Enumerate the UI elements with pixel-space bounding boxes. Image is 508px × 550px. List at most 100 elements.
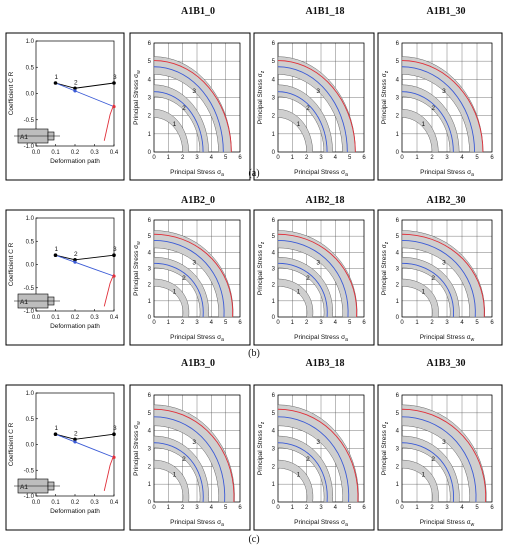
locus-label-1: 1 bbox=[297, 289, 301, 296]
locus-label-2: 2 bbox=[182, 105, 186, 112]
title-r1-c0: A1B2_0 bbox=[181, 195, 215, 206]
locus-y-tick: 5 bbox=[148, 59, 152, 65]
locus-x-tick: 6 bbox=[490, 505, 494, 511]
locus-x-tick: 2 bbox=[181, 505, 185, 511]
locus-y-tick: 1 bbox=[148, 132, 152, 138]
locus-x-tick: 2 bbox=[181, 320, 185, 326]
y-tick-label: 0.5 bbox=[26, 65, 35, 71]
x-tick-label: 0.0 bbox=[32, 500, 41, 506]
path-marker-label: 1 bbox=[55, 74, 59, 81]
locus-r0-c2: 00 1 1 2 2 3 3 4 4 5 5 6 6 Principal Stress σa Princip… bbox=[377, 32, 503, 181]
locus-red-3 bbox=[153, 408, 235, 503]
locus-x-tick: 0 bbox=[400, 320, 404, 326]
x-axis-label: Deformation path bbox=[50, 323, 100, 330]
path-series-1 bbox=[55, 82, 115, 108]
locus-y-tick: 0 bbox=[396, 150, 400, 156]
path-marker bbox=[73, 258, 77, 262]
panel-label-b: (b) bbox=[248, 348, 260, 359]
locus-x-tick: 4 bbox=[210, 505, 214, 511]
locus-label-2: 2 bbox=[306, 275, 310, 282]
locus-axes bbox=[401, 219, 493, 318]
locus-label-3: 3 bbox=[442, 439, 446, 446]
red-marker bbox=[112, 274, 116, 278]
locus-y-tick: 5 bbox=[148, 411, 152, 417]
locus-label-1: 1 bbox=[422, 121, 426, 128]
locus-x-tick: 5 bbox=[348, 155, 352, 161]
x-tick-label: 0.3 bbox=[90, 150, 99, 156]
locus-label-2: 2 bbox=[431, 105, 435, 112]
locus-band-3 bbox=[153, 404, 235, 503]
locus-x-tick: 4 bbox=[334, 155, 338, 161]
locus-axes bbox=[277, 219, 365, 318]
locus-x-tick: 0 bbox=[152, 320, 156, 326]
locus-y-tick: 1 bbox=[396, 132, 400, 138]
locus-axes bbox=[153, 394, 241, 503]
locus-x-tick: 2 bbox=[305, 155, 309, 161]
locus-axes bbox=[277, 42, 365, 153]
locus-y-tick: 1 bbox=[396, 299, 400, 305]
locus-label-2: 2 bbox=[431, 275, 435, 282]
locus-r0-c0: 00 1 1 2 2 3 3 4 4 5 5 6 6 Principal Stress σa Princip… bbox=[129, 32, 251, 181]
locus-y-tick: 3 bbox=[396, 96, 400, 102]
locus-y-tick: 0 bbox=[272, 500, 276, 506]
y-tick-label: -0.5 bbox=[24, 468, 35, 474]
y-tick-label: 1.0 bbox=[26, 39, 35, 45]
locus-axes bbox=[401, 394, 493, 503]
locus-x-tick: 1 bbox=[167, 505, 171, 511]
path-marker-label: 3 bbox=[113, 246, 117, 253]
x-tick-label: 0.1 bbox=[51, 500, 60, 506]
path-marker-label: 1 bbox=[55, 425, 59, 432]
locus-blue-3 bbox=[153, 239, 225, 318]
locus-red-3 bbox=[401, 60, 484, 153]
title-r1-c1: A1B2_18 bbox=[305, 195, 345, 206]
locus-y-tick: 3 bbox=[148, 96, 152, 102]
locus-band-1 bbox=[153, 278, 190, 318]
locus-red-3 bbox=[277, 233, 358, 318]
path-marker bbox=[73, 437, 77, 442]
path-series-0 bbox=[55, 82, 115, 89]
locus-band-1 bbox=[401, 109, 439, 153]
locus-band-1 bbox=[401, 278, 439, 318]
title-r2-c1: A1B3_18 bbox=[305, 358, 345, 369]
locus-r2-c1: 00 1 1 2 2 3 3 4 4 5 5 6 6 Principal Stress σa Princip… bbox=[253, 384, 375, 531]
locus-label-2: 2 bbox=[182, 275, 186, 282]
locus-x-tick: 6 bbox=[490, 155, 494, 161]
path-plot-frame bbox=[5, 384, 125, 531]
locus-label-1: 1 bbox=[422, 471, 426, 478]
path-series-2 bbox=[103, 454, 115, 491]
locus-label-3: 3 bbox=[192, 439, 196, 446]
locus-frame bbox=[129, 32, 251, 181]
locus-x-tick: 5 bbox=[475, 320, 479, 326]
y-axis-label: Coefficient C R bbox=[8, 71, 15, 115]
locus-y-tick: 6 bbox=[148, 41, 152, 47]
locus-x-label: Principal Stress σw bbox=[420, 519, 475, 528]
locus-x-tick: 4 bbox=[460, 320, 464, 326]
y-tick-label: -0.5 bbox=[24, 118, 35, 124]
locus-r2-c0: 00 1 1 2 2 3 3 4 4 5 5 6 6 Principal Stress σa Princip… bbox=[129, 384, 251, 531]
x-tick-label: 0.3 bbox=[90, 500, 99, 506]
locus-x-tick: 6 bbox=[362, 155, 366, 161]
locus-band-3 bbox=[153, 230, 234, 318]
locus-r2-c2: 00 1 1 2 2 3 3 4 4 5 5 6 6 Principal Stress σw Princip… bbox=[377, 384, 503, 531]
locus-red-3 bbox=[401, 233, 485, 318]
locus-x-tick: 4 bbox=[210, 155, 214, 161]
locus-x-tick: 1 bbox=[167, 155, 171, 161]
path-marker-label: 2 bbox=[74, 251, 78, 258]
y-tick-label: 1.0 bbox=[26, 391, 35, 397]
locus-y-tick: 6 bbox=[396, 41, 400, 47]
locus-blue-3 bbox=[401, 416, 477, 503]
locus-y-tick: 4 bbox=[396, 77, 400, 83]
locus-x-tick: 3 bbox=[195, 155, 199, 161]
locus-blue-2 bbox=[277, 442, 328, 503]
x-tick-label: 0.3 bbox=[90, 315, 99, 321]
locus-x-tick: 5 bbox=[475, 155, 479, 161]
locus-red-3 bbox=[153, 60, 232, 153]
locus-band-1 bbox=[401, 459, 439, 503]
locus-axes bbox=[153, 219, 241, 318]
y-tick-label: 0.5 bbox=[26, 417, 35, 423]
locus-y-tick: 6 bbox=[148, 218, 152, 224]
locus-band-3 bbox=[277, 56, 356, 153]
y-tick-label: 1.0 bbox=[26, 216, 35, 222]
y-axis-label: Coefficient C R bbox=[8, 242, 15, 286]
